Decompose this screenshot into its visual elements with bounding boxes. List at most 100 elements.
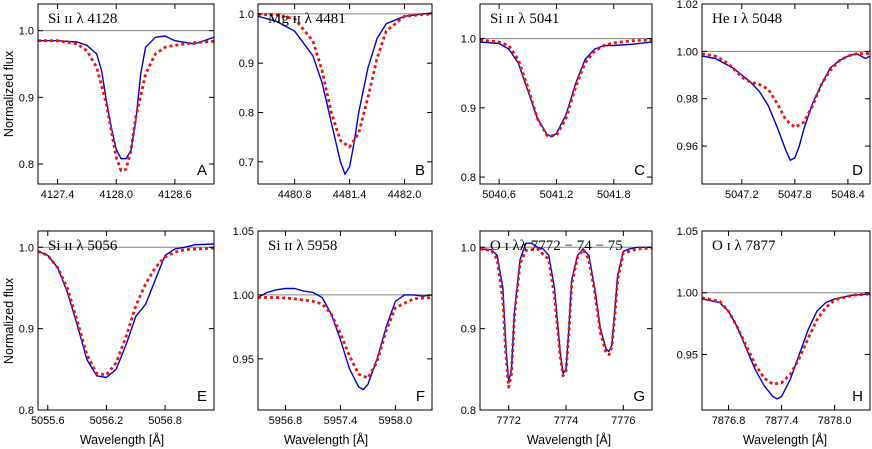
panel-a: 4127.4 4128.0 4128.6 0.8 0.9 1.0 Si ɪɪ λ 4128 A <box>19 3 215 201</box>
panel-e: 5055.6 5056.2 5056.8 0.8 0.9 1.0 Si ɪɪ λ 5056 E <box>19 230 215 427</box>
observed-spectrum-g <box>480 242 652 383</box>
panel-title-a: Si ɪɪ λ 4128 <box>48 11 117 27</box>
panel-letter-f: F <box>416 388 425 405</box>
panel-title-e: Si ɪɪ λ 5056 <box>48 238 118 254</box>
x-tick-label-f: 5956.8 <box>269 415 303 427</box>
x-tick-label-h: 7876.8 <box>712 415 746 427</box>
y-tick-label-g: 0.9 <box>461 324 476 336</box>
panel-b: 4480.8 4481.4 4482.0 0.7 0.8 0.9 1.0 Mg ɪɪ λ 44… <box>239 3 433 201</box>
y-axis-label-bottom: Normalized flux <box>2 277 16 364</box>
x-tick-label-c: 5041.2 <box>540 189 574 201</box>
x-tick-label-e: 5056.8 <box>148 415 182 427</box>
panel-letter-d: D <box>852 162 863 179</box>
x-tick-label-g: 7776 <box>611 415 635 427</box>
y-tick-label-b: 1.0 <box>239 9 254 21</box>
y-tick-label-e: 1.0 <box>19 242 34 254</box>
plot-frame-e <box>37 230 215 411</box>
x-tick-label-f: 5958.0 <box>379 415 413 427</box>
model-profile-c <box>480 38 652 137</box>
x-axis-label-g: Wavelength [Å] <box>527 432 611 447</box>
observed-spectrum-d <box>702 53 870 161</box>
x-tick-label-g: 7772 <box>496 415 520 427</box>
panel-f: 5956.8 5957.4 5958.0 0.95 1.00 1.05 Si ɪɪ λ 59… <box>233 226 433 427</box>
model-profile-e <box>38 246 214 377</box>
x-tick-label-b: 4482.0 <box>388 189 422 201</box>
x-tick-label-c: 5041.8 <box>597 189 631 201</box>
y-tick-label-c: 0.9 <box>461 103 476 115</box>
panel-letter-g: G <box>633 388 645 405</box>
plot-frame-a <box>37 3 215 185</box>
panel-title-d: He ɪ λ 5048 <box>712 11 782 27</box>
x-tick-label-h: 7878.0 <box>818 415 852 427</box>
panel-letter-a: A <box>197 162 207 179</box>
model-profile-g <box>480 246 652 389</box>
plot-frame-h <box>701 230 871 411</box>
model-profile-d <box>702 52 870 129</box>
model-profile-f <box>258 296 432 380</box>
y-tick-label-g: 0.8 <box>461 405 476 417</box>
y-tick-label-d: 1.00 <box>677 46 698 58</box>
plot-frame-g <box>479 230 653 411</box>
y-tick-label-a: 0.8 <box>19 159 34 171</box>
x-tick-label-f: 5957.4 <box>324 415 358 427</box>
panel-letter-h: H <box>852 388 863 405</box>
plot-frame-d <box>701 3 871 185</box>
panel-title-b: Mg ɪɪ λ 4481 <box>268 11 346 27</box>
panel-title-h: O ɪ λ 7877 <box>712 238 776 254</box>
panel-letter-c: C <box>634 162 645 179</box>
x-tick-label-c: 5040.6 <box>482 189 516 201</box>
y-tick-label-d: 0.98 <box>677 94 698 106</box>
x-axis-label-h: Wavelength [Å] <box>743 432 827 447</box>
observed-spectrum-b <box>258 12 432 175</box>
y-tick-label-h: 1.00 <box>677 288 698 300</box>
panel-title-f: Si ɪɪ λ 5958 <box>268 238 337 254</box>
panel-letter-e: E <box>197 388 207 405</box>
observed-spectrum-c <box>480 41 652 138</box>
x-tick-label-a: 4127.4 <box>41 189 75 201</box>
x-tick-label-h: 7877.4 <box>765 415 799 427</box>
plot-frame-f <box>257 230 433 411</box>
x-tick-label-e: 5056.2 <box>90 415 124 427</box>
y-tick-label-d: 1.02 <box>677 0 698 11</box>
observed-spectrum-a <box>38 35 214 160</box>
x-tick-label-d: 5047.2 <box>725 189 759 201</box>
x-tick-label-a: 4128.0 <box>99 189 133 201</box>
y-tick-label-e: 0.9 <box>19 324 34 336</box>
y-tick-label-c: 0.8 <box>461 172 476 184</box>
panel-title-g: O ɪ λλ 7772 − 74 − 75 <box>490 238 623 254</box>
panel-letter-b: B <box>415 162 425 179</box>
y-tick-label-h: 0.95 <box>677 349 698 361</box>
y-tick-label-b: 0.7 <box>239 157 254 169</box>
x-tick-label-d: 5047.8 <box>778 189 812 201</box>
y-tick-label-a: 0.9 <box>19 92 34 104</box>
x-axis-label-f: Wavelength [Å] <box>284 432 368 447</box>
x-tick-label-d: 5048.4 <box>831 189 865 201</box>
observed-spectrum-h <box>702 293 870 400</box>
y-tick-label-b: 0.9 <box>239 58 254 70</box>
panel-g: 7772 7774 7776 0.8 0.9 1.0 O ɪ λλ 7772 − 74 − … <box>461 230 653 427</box>
panel-title-c: Si ɪɪ λ 5041 <box>490 11 559 27</box>
panel-h: 7876.8 7877.4 7878.0 0.95 1.00 1.05 O ɪ λ 7877… <box>677 226 871 427</box>
observed-spectrum-f <box>258 287 432 391</box>
model-profile-a <box>38 39 214 173</box>
y-tick-label-f: 1.05 <box>233 226 254 238</box>
y-tick-label-e: 0.8 <box>19 405 34 417</box>
y-tick-label-a: 1.0 <box>19 26 34 38</box>
x-tick-label-b: 4480.8 <box>278 189 312 201</box>
panel-d: 5047.2 5047.8 5048.4 0.96 0.98 1.00 1.02 He ɪ λ… <box>677 0 871 201</box>
x-tick-label-e: 5055.6 <box>31 415 65 427</box>
y-tick-label-f: 0.95 <box>233 354 254 366</box>
y-tick-label-c: 1.0 <box>461 34 476 46</box>
y-axis-label-top: Normalized flux <box>2 50 16 137</box>
plot-frame-b <box>257 3 433 185</box>
panels-group: 4127.4 4128.0 4128.6 0.8 0.9 1.0 Si ɪɪ λ 4128 A… <box>19 0 871 427</box>
model-profile-h <box>702 292 870 386</box>
x-tick-label-a: 4128.6 <box>158 189 192 201</box>
x-axis-label-e: Wavelength [Å] <box>80 432 164 447</box>
plot-frame-c <box>479 3 653 185</box>
x-tick-label-g: 7774 <box>554 415 578 427</box>
y-tick-label-g: 1.0 <box>461 242 476 254</box>
observed-spectrum-e <box>38 243 214 379</box>
model-profile-b <box>258 12 432 149</box>
